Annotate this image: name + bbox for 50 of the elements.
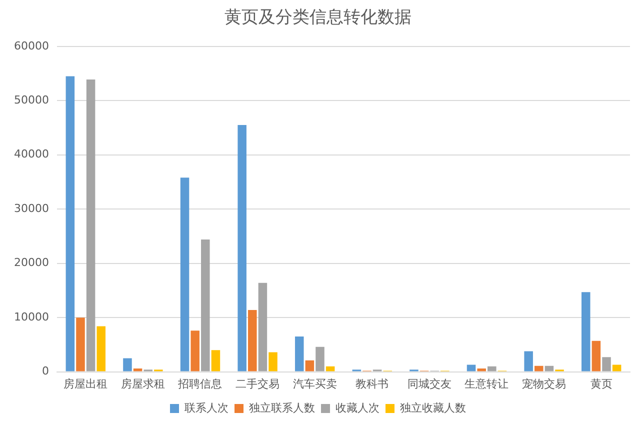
y-tick-label: 40000: [14, 148, 49, 161]
bar: [326, 366, 335, 372]
bar: [201, 239, 210, 372]
bar: [238, 125, 246, 372]
legend-label: 联系人次: [184, 401, 228, 414]
bar: [258, 282, 268, 372]
y-tick-label: 20000: [14, 256, 49, 270]
bar: [581, 292, 590, 372]
y-tick-label: 30000: [14, 202, 49, 215]
x-tick-label: 宠物交易: [522, 377, 566, 390]
y-tick-label: 60000: [14, 39, 49, 52]
x-tick-label: 招聘信息: [177, 377, 222, 390]
x-tick-label: 汽车买卖: [292, 377, 337, 390]
bar: [544, 366, 554, 372]
bar: [305, 360, 314, 372]
y-tick-label: 0: [42, 364, 49, 378]
y-tick-label: 10000: [14, 310, 49, 324]
bar: [86, 79, 96, 372]
y-tick-label: 50000: [14, 93, 49, 106]
bar: [294, 336, 304, 372]
bar: [66, 76, 75, 372]
bar: [524, 351, 533, 372]
x-tick-label: 房屋求租: [120, 377, 165, 390]
bar: [534, 366, 544, 372]
chart-title: 黄页及分类信息转化数据: [224, 8, 412, 28]
bar: [602, 357, 611, 372]
legend-label: 独立收藏人数: [400, 401, 466, 414]
bar: [211, 350, 220, 372]
bar: [190, 330, 200, 372]
bar: [592, 340, 601, 372]
x-tick-label: 房屋出租: [64, 377, 108, 390]
bar: [96, 326, 106, 372]
legend-label: 收藏人次: [336, 401, 380, 414]
bar: [612, 364, 622, 372]
x-tick-label: 二手交易: [236, 377, 280, 390]
x-tick-label: 生意转让: [464, 377, 509, 390]
x-tick-label: 同城交友: [407, 377, 452, 390]
bar: [133, 368, 142, 372]
bar: [477, 368, 486, 372]
bar: [180, 178, 190, 372]
legend-label: 独立联系人数: [249, 401, 315, 414]
bar: [488, 366, 496, 372]
bar: [76, 318, 85, 372]
x-tick-label: 黄页: [590, 377, 612, 390]
x-tick-label: 教科书: [356, 377, 389, 390]
bar: [466, 364, 476, 372]
bar: [268, 352, 278, 372]
bar: [248, 310, 257, 372]
bar: [316, 346, 324, 372]
bar: [123, 358, 132, 372]
